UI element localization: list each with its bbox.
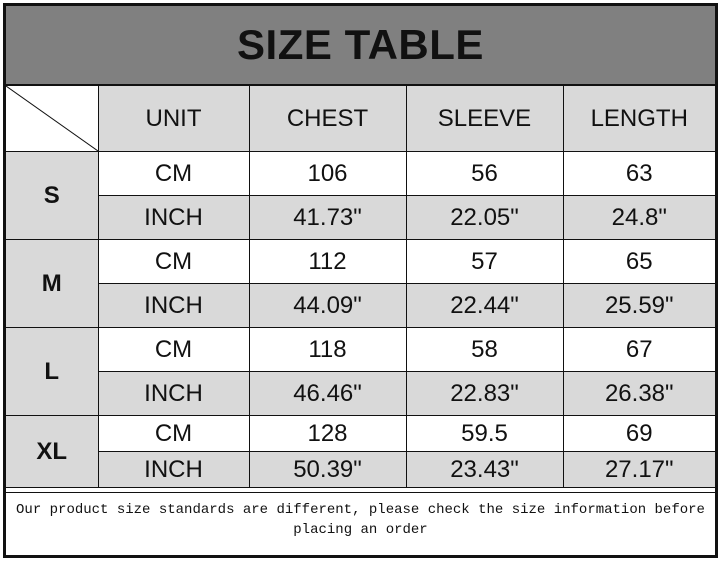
- size-label: S: [6, 151, 99, 240]
- unit-cell: CM: [97, 327, 250, 372]
- unit-cell: INCH: [98, 283, 250, 328]
- size-note: Our product size standards are different…: [6, 492, 715, 555]
- header-unit: UNIT: [97, 86, 250, 152]
- table-row: INCH 41.73" 22.05" 24.8": [6, 195, 715, 240]
- value-cell: 63: [562, 151, 715, 196]
- value-cell: 44.09": [248, 283, 407, 328]
- value-cell: 24.8": [562, 195, 715, 240]
- value-cell: 56: [405, 151, 564, 196]
- table-row: S CM 106 56 63: [6, 151, 715, 240]
- value-cell: 22.05": [405, 195, 564, 240]
- value-cell: 106: [248, 151, 407, 196]
- value-cell: 59.5: [405, 415, 564, 452]
- value-cell: 46.46": [248, 371, 407, 416]
- unit-cell: CM: [97, 415, 250, 452]
- size-table-frame: SIZE TABLE UNIT CHEST SLEEVE LENGTH S CM 1…: [3, 3, 718, 558]
- value-cell: 69: [562, 415, 715, 452]
- size-table: UNIT CHEST SLEEVE LENGTH S CM 106 56 63 INCH 4…: [6, 86, 715, 488]
- value-cell: 58: [405, 327, 564, 372]
- value-cell: 65: [562, 239, 715, 284]
- value-cell: 22.44": [405, 283, 564, 328]
- table-row: M CM 112 57 65: [6, 239, 715, 328]
- table-row: XL CM 128 59.5 69: [6, 415, 715, 488]
- header-length: LENGTH: [562, 86, 715, 152]
- unit-cell: INCH: [98, 451, 250, 488]
- value-cell: 128: [248, 415, 407, 452]
- value-cell: 50.39": [248, 451, 407, 488]
- value-cell: 41.73": [248, 195, 407, 240]
- unit-cell: CM: [97, 239, 250, 284]
- size-label: XL: [6, 415, 99, 488]
- corner-cell: [6, 86, 99, 152]
- size-label: L: [6, 327, 99, 416]
- table-row: INCH 50.39" 23.43" 27.17": [6, 451, 715, 488]
- value-cell: 118: [248, 327, 407, 372]
- value-cell: 25.59": [562, 283, 715, 328]
- table-row: INCH 46.46" 22.83" 26.38": [6, 371, 715, 416]
- unit-cell: INCH: [98, 195, 250, 240]
- value-cell: 112: [248, 239, 407, 284]
- size-label: M: [6, 239, 99, 328]
- diagonal-line: [6, 86, 98, 151]
- value-cell: 22.83": [405, 371, 564, 416]
- table-row: L CM 118 58 67: [6, 327, 715, 416]
- value-cell: 67: [562, 327, 715, 372]
- header-chest: CHEST: [248, 86, 407, 152]
- value-cell: 23.43": [405, 451, 564, 488]
- table-row: INCH 44.09" 22.44" 25.59": [6, 283, 715, 328]
- unit-cell: CM: [97, 151, 250, 196]
- value-cell: 26.38": [562, 371, 715, 416]
- header-sleeve: SLEEVE: [405, 86, 564, 152]
- header-row: UNIT CHEST SLEEVE LENGTH: [6, 86, 715, 152]
- table-title: SIZE TABLE: [6, 6, 715, 86]
- value-cell: 27.17": [562, 451, 715, 488]
- unit-cell: INCH: [98, 371, 250, 416]
- value-cell: 57: [405, 239, 564, 284]
